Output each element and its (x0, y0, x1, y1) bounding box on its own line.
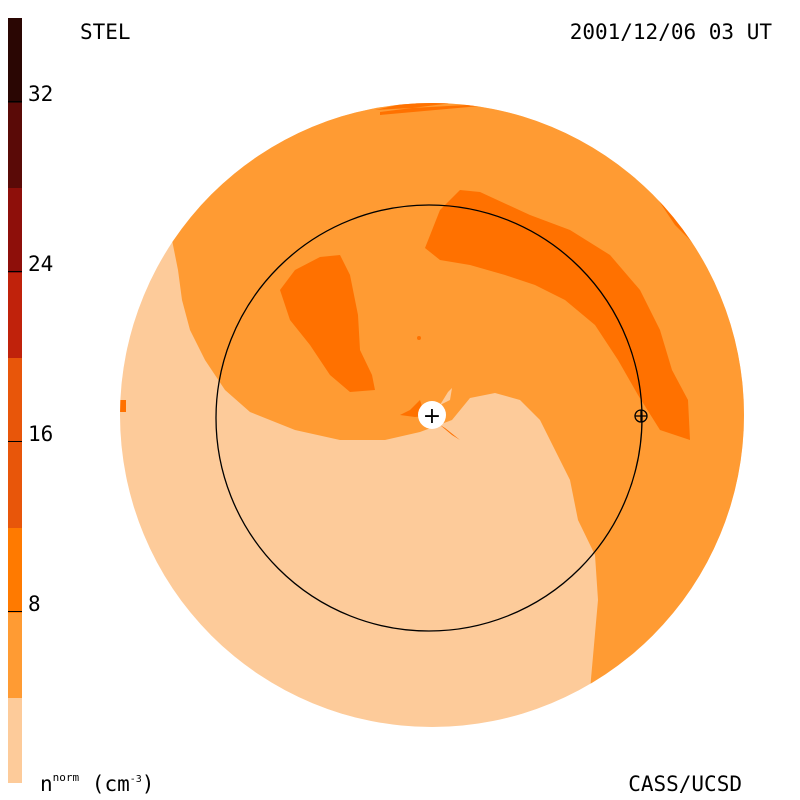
unit-superscript: norm (52, 771, 80, 784)
colorbar-tick (8, 101, 22, 102)
high-density-region (425, 190, 690, 440)
earth-icon (634, 409, 648, 423)
colorbar-band (8, 613, 22, 698)
low-density-streak (440, 388, 452, 405)
unit-label: nnorm (cm-3) (40, 772, 154, 795)
colorbar-band (8, 358, 22, 528)
colorbar-band (8, 103, 22, 188)
colorbar-band (8, 18, 22, 103)
high-density-spot (417, 336, 421, 340)
colorbar-tick-label: 24 (28, 252, 54, 276)
unit-exponent: -3 (129, 774, 142, 785)
colorbar-tick (8, 271, 22, 272)
timestamp-label: 2001/12/06 03 UT (569, 20, 772, 44)
credit-label: CASS/UCSD (628, 772, 742, 796)
unit-close: ) (141, 772, 155, 796)
colorbar-tick (8, 611, 22, 612)
colorbar-tick-label: 8 (28, 592, 41, 616)
colorbar-tick-label: 16 (28, 422, 54, 446)
sun-marker (418, 401, 446, 429)
sun-plus-icon: + (423, 404, 441, 429)
high-density-streak (440, 425, 460, 440)
unit-base: n (40, 772, 53, 796)
colorbar-band (8, 528, 22, 613)
earth-orbit-circle (215, 204, 643, 632)
colorbar (8, 18, 22, 783)
colorbar-tick-label: 32 (28, 82, 54, 106)
colorbar-tick (8, 441, 22, 442)
colorbar-band (8, 273, 22, 358)
colorbar-band (8, 698, 22, 783)
colorbar-band (8, 188, 22, 273)
source-label: STEL (80, 20, 131, 44)
high-density-region (120, 400, 126, 412)
high-density-region (280, 255, 375, 392)
unit-open: (cm (79, 772, 130, 796)
